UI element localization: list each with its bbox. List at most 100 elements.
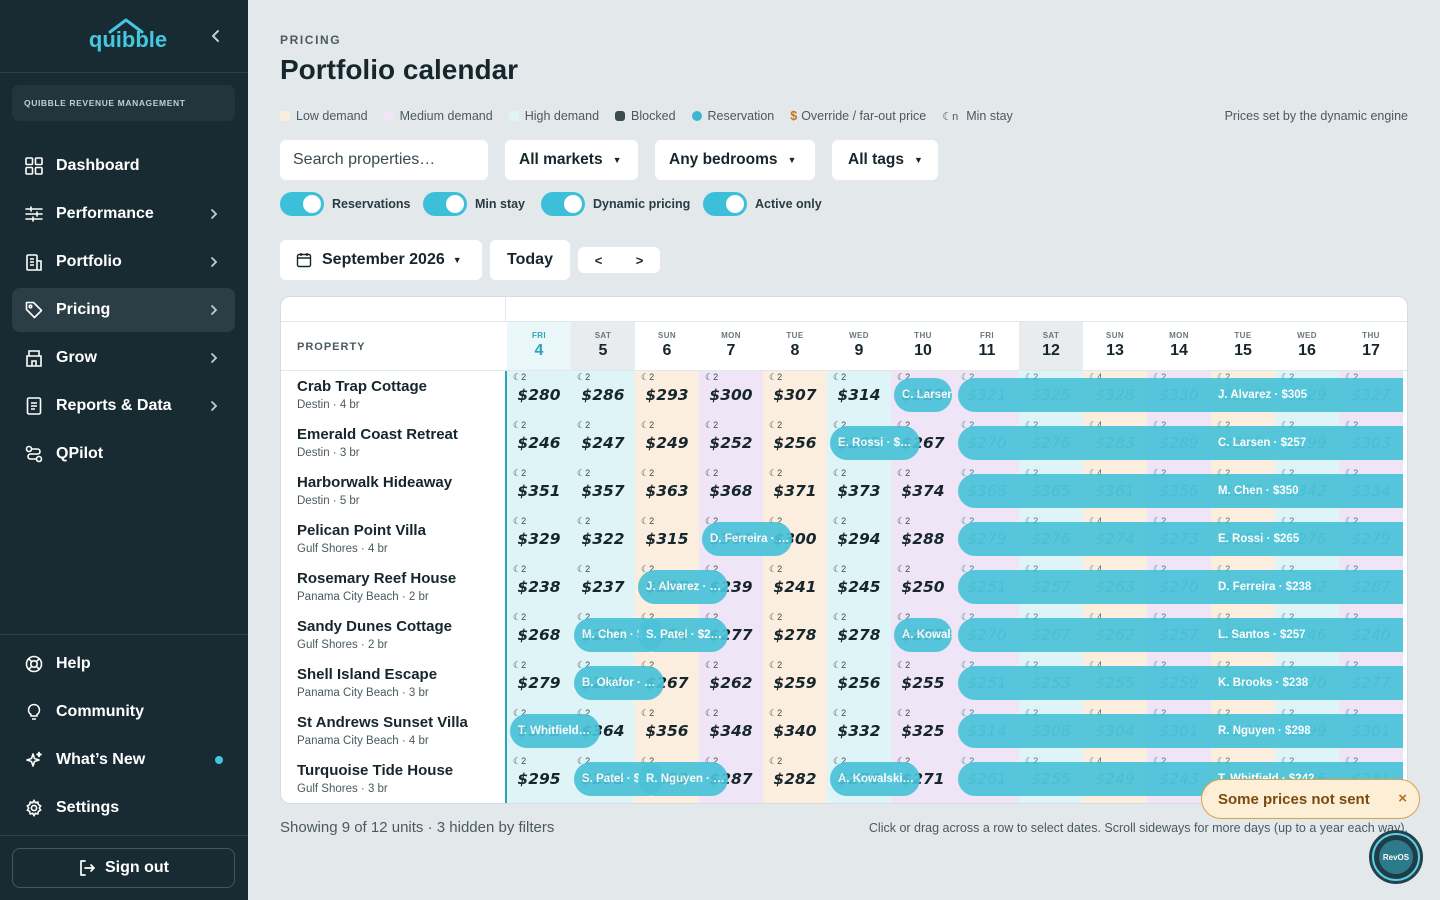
price-cell[interactable]: ☾2 $371 [763, 467, 827, 515]
price-cell[interactable]: ☾2 $322 [571, 515, 635, 563]
price-cell[interactable]: ☾2 $245 [827, 563, 891, 611]
property-name[interactable]: Shell Island Escape [297, 666, 438, 683]
quibble-logo[interactable]: quibble [88, 18, 168, 54]
price-cell[interactable]: ☾2 $246 [507, 419, 571, 467]
price-cell[interactable]: ☾2 $332 [827, 707, 891, 755]
price-cell[interactable]: ☾2 $282 [763, 755, 827, 803]
property-row[interactable]: St Andrews Sunset Villa Panama City Beach… [281, 707, 505, 755]
price-cell[interactable]: ☾2 $247 [571, 419, 635, 467]
day-header[interactable]: FRI 11 [955, 322, 1019, 370]
toggle-switch[interactable] [280, 192, 324, 216]
nav-performance[interactable]: Performance [12, 192, 235, 236]
day-header[interactable]: WED 9 [827, 322, 891, 370]
reservation-bar[interactable]: E. Rossi · $265 [958, 522, 1403, 556]
price-cell[interactable]: ☾2 $259 [763, 659, 827, 707]
toggle-reservations[interactable]: Reservations [280, 192, 411, 216]
day-header[interactable]: SAT 5 [571, 322, 635, 370]
price-cell[interactable]: ☾2 $357 [571, 467, 635, 515]
day-header[interactable]: SUN 6 [635, 322, 699, 370]
close-icon[interactable]: × [1398, 790, 1407, 807]
property-name[interactable]: Crab Trap Cottage [297, 378, 428, 395]
collapse-sidebar-button[interactable] [206, 26, 226, 46]
sign-out-button[interactable]: Sign out [12, 848, 235, 888]
reservation-bar[interactable]: M. Chen · $350 [958, 474, 1403, 508]
price-cell[interactable]: ☾2 $286 [571, 371, 635, 419]
price-cell[interactable]: ☾2 $315 [635, 515, 699, 563]
property-row[interactable]: Rosemary Reef House Panama City Beach · 2… [281, 563, 505, 611]
property-name[interactable]: Turquoise Tide House [297, 762, 454, 779]
day-header[interactable]: TUE 8 [763, 322, 827, 370]
property-row[interactable]: Emerald Coast Retreat Destin · 3 br [281, 419, 505, 467]
reservation-bar[interactable]: L. Santos · $257 [958, 618, 1403, 652]
price-cell[interactable]: ☾2 $325 [891, 707, 955, 755]
property-name[interactable]: Emerald Coast Retreat [297, 426, 458, 443]
price-cell[interactable]: ☾2 $279 [507, 659, 571, 707]
price-cell[interactable]: ☾2 $241 [763, 563, 827, 611]
nav-qpilot[interactable]: QPilot [12, 432, 235, 476]
property-name[interactable]: Rosemary Reef House [297, 570, 457, 587]
price-cell[interactable]: ☾2 $288 [891, 515, 955, 563]
price-cell[interactable]: ☾2 $307 [763, 371, 827, 419]
nav-dashboard[interactable]: Dashboard [12, 144, 235, 188]
price-cell[interactable]: ☾2 $356 [635, 707, 699, 755]
price-cell[interactable]: ☾2 $237 [571, 563, 635, 611]
property-name[interactable]: Sandy Dunes Cottage [297, 618, 453, 635]
reservation-bar[interactable]: C. Larsen · $257 [958, 426, 1403, 460]
price-cell[interactable]: ☾2 $249 [635, 419, 699, 467]
property-row[interactable]: Shell Island Escape Panama City Beach · 3… [281, 659, 505, 707]
toggle-switch[interactable] [541, 192, 585, 216]
reservation-bar[interactable]: K. Brooks · $238 [958, 666, 1403, 700]
reservation-bar[interactable]: S. Patel · $2… [638, 618, 728, 652]
day-header[interactable]: THU 10 [891, 322, 955, 370]
toggle-switch[interactable] [703, 192, 747, 216]
price-cell[interactable]: ☾2 $295 [507, 755, 571, 803]
price-cell[interactable]: ☾2 $250 [891, 563, 955, 611]
day-header[interactable]: SUN 13 [1083, 322, 1147, 370]
reservation-bar[interactable]: A. Kowalski… [830, 762, 920, 796]
day-header[interactable]: MON 14 [1147, 322, 1211, 370]
price-cell[interactable]: ☾2 $374 [891, 467, 955, 515]
day-header[interactable]: WED 16 [1275, 322, 1339, 370]
price-cell[interactable]: ☾2 $294 [827, 515, 891, 563]
nav-reports[interactable]: Reports & Data [12, 384, 235, 428]
nav-grow[interactable]: Grow [12, 336, 235, 380]
property-name[interactable]: Harborwalk Hideaway [297, 474, 453, 491]
toggle-dynamic-pricing[interactable]: Dynamic pricing [541, 192, 690, 216]
price-cell[interactable]: ☾2 $300 [699, 371, 763, 419]
nav-whats-new[interactable]: What’s New [12, 738, 235, 782]
reservation-bar[interactable]: J. Alvarez · $305 [958, 378, 1403, 412]
property-row[interactable]: Crab Trap Cottage Destin · 4 br [281, 371, 505, 419]
reservation-bar[interactable]: R. Nguyen · $298 [958, 714, 1403, 748]
price-cell[interactable]: ☾2 $348 [699, 707, 763, 755]
org-switcher[interactable]: QUIBBLE REVENUE MANAGEMENT [12, 85, 235, 121]
reservation-bar[interactable]: R. Nguyen · … [638, 762, 728, 796]
price-cell[interactable]: ☾2 $256 [827, 659, 891, 707]
reservation-bar[interactable]: T. Whitfield… [510, 714, 600, 748]
today-button[interactable]: Today [490, 240, 570, 280]
next-button[interactable]: > [635, 252, 644, 268]
toggle-active-only[interactable]: Active only [703, 192, 822, 216]
day-header[interactable]: MON 7 [699, 322, 763, 370]
reservation-bar[interactable]: B. Okafor · … [574, 666, 664, 700]
market-filter-dropdown[interactable]: All markets ▼ [505, 140, 638, 180]
toggle-switch[interactable] [423, 192, 467, 216]
property-row[interactable]: Harborwalk Hideaway Destin · 5 br [281, 467, 505, 515]
property-row[interactable]: Sandy Dunes Cottage Gulf Shores · 2 br [281, 611, 505, 659]
price-cell[interactable]: ☾2 $255 [891, 659, 955, 707]
property-name[interactable]: St Andrews Sunset Villa [297, 714, 468, 731]
reservation-bar[interactable]: J. Alvarez · … [638, 570, 728, 604]
reservation-bar[interactable]: E. Rossi · $… [830, 426, 920, 460]
price-cell[interactable]: ☾2 $329 [507, 515, 571, 563]
property-row[interactable]: Turquoise Tide House Gulf Shores · 3 br [281, 755, 505, 803]
revos-assistant-button[interactable]: RevOS [1372, 833, 1420, 881]
day-header[interactable]: TUE 15 [1211, 322, 1275, 370]
prev-button[interactable]: < [594, 252, 603, 268]
search-properties-input[interactable] [280, 140, 488, 180]
price-cell[interactable]: ☾2 $268 [507, 611, 571, 659]
price-cell[interactable]: ☾2 $278 [827, 611, 891, 659]
price-cell[interactable]: ☾2 $252 [699, 419, 763, 467]
day-header[interactable]: THU 17 [1339, 322, 1403, 370]
price-cell[interactable]: ☾2 $351 [507, 467, 571, 515]
bedrooms-filter-dropdown[interactable]: Any bedrooms ▼ [655, 140, 815, 180]
reservation-bar[interactable]: C. Larsen [894, 378, 952, 412]
